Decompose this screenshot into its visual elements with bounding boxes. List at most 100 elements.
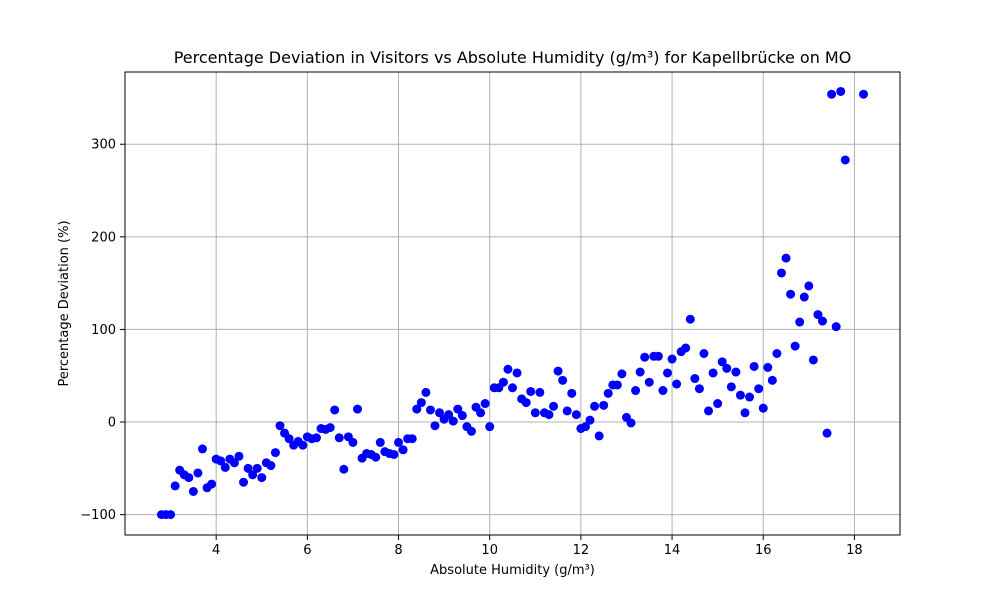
data-point: [353, 404, 362, 414]
data-point: [658, 386, 668, 396]
ticks-layer: 4 6 8 10 12 14 16 18 −100 0 100 200 300: [80, 138, 862, 558]
data-point: [681, 343, 691, 353]
data-point: [722, 363, 732, 373]
data-point: [275, 421, 285, 431]
data-point: [339, 464, 349, 474]
data-point: [330, 405, 340, 415]
data-point: [667, 354, 677, 364]
data-point: [745, 392, 755, 402]
data-point: [457, 411, 467, 421]
data-point: [553, 366, 563, 376]
data-point: [781, 253, 791, 263]
data-point: [763, 362, 773, 372]
data-point: [252, 463, 262, 473]
x-tick-label: 16: [755, 543, 772, 558]
data-point: [184, 473, 194, 483]
x-tick-label: 4: [212, 543, 220, 558]
data-point: [234, 451, 244, 461]
data-point: [476, 408, 486, 418]
data-point: [243, 463, 253, 473]
data-point: [590, 401, 600, 411]
data-point: [398, 445, 408, 455]
data-point: [485, 422, 495, 432]
y-tick-label: 200: [91, 230, 116, 245]
data-point: [375, 437, 385, 447]
data-point: [822, 428, 832, 438]
data-point: [298, 440, 308, 450]
data-point: [503, 364, 513, 374]
data-point: [284, 434, 294, 444]
data-point: [562, 406, 572, 416]
data-point: [430, 421, 440, 431]
data-point: [631, 386, 641, 396]
data-point: [735, 390, 745, 400]
data-point: [786, 289, 796, 299]
data-point: [685, 314, 695, 324]
data-point: [425, 405, 435, 415]
x-tick-label: 12: [573, 543, 590, 558]
y-tick-label: −100: [80, 508, 116, 523]
plot-frame: [124, 71, 901, 536]
data-point: [767, 375, 777, 385]
data-point: [708, 368, 718, 378]
data-point: [603, 388, 613, 398]
data-point: [840, 155, 850, 165]
data-point: [229, 458, 239, 468]
data-point: [795, 317, 805, 327]
data-point: [635, 367, 645, 377]
data-point: [799, 292, 809, 302]
data-point: [198, 444, 207, 454]
data-point: [544, 410, 554, 420]
data-point: [193, 468, 203, 478]
data-point: [740, 408, 750, 418]
data-point: [704, 406, 714, 416]
data-point: [257, 473, 267, 483]
data-point: [831, 322, 841, 332]
data-point: [827, 89, 837, 99]
x-tick-label: 18: [846, 543, 863, 558]
data-point: [640, 352, 650, 362]
y-tick-label: 100: [91, 323, 116, 338]
data-point: [567, 388, 577, 398]
data-point: [348, 437, 358, 447]
data-point: [530, 408, 540, 418]
data-point: [754, 384, 764, 394]
data-point: [663, 368, 672, 378]
data-point: [480, 399, 490, 409]
data-point: [248, 470, 258, 480]
data-point: [644, 377, 654, 387]
data-point: [571, 410, 581, 420]
data-point: [371, 452, 381, 462]
data-point: [813, 310, 823, 320]
data-point: [535, 387, 545, 397]
data-point: [859, 89, 869, 99]
data-point: [416, 398, 426, 408]
y-tick-label: 0: [108, 416, 116, 431]
data-point: [804, 281, 814, 291]
data-point: [653, 351, 663, 361]
data-point: [421, 387, 431, 397]
data-point: [266, 461, 276, 471]
data-point: [549, 401, 559, 411]
data-point: [694, 384, 704, 394]
data-point: [521, 398, 531, 408]
x-tick-label: 14: [664, 543, 681, 558]
x-axis-label: Absolute Humidity (g/m³): [430, 563, 595, 578]
x-tick-label: 10: [481, 543, 498, 558]
data-point: [617, 369, 627, 379]
data-point: [758, 403, 768, 413]
y-tick-label: 300: [91, 138, 116, 153]
data-point: [749, 361, 759, 371]
data-point: [394, 437, 404, 447]
data-point: [776, 268, 786, 278]
data-point: [270, 448, 280, 458]
data-point: [220, 462, 230, 472]
data-point: [672, 379, 682, 389]
data-point: [466, 426, 476, 436]
data-point: [790, 341, 800, 351]
data-point: [207, 479, 217, 489]
data-point: [498, 377, 508, 387]
data-point: [239, 477, 249, 487]
data-point: [612, 380, 622, 390]
